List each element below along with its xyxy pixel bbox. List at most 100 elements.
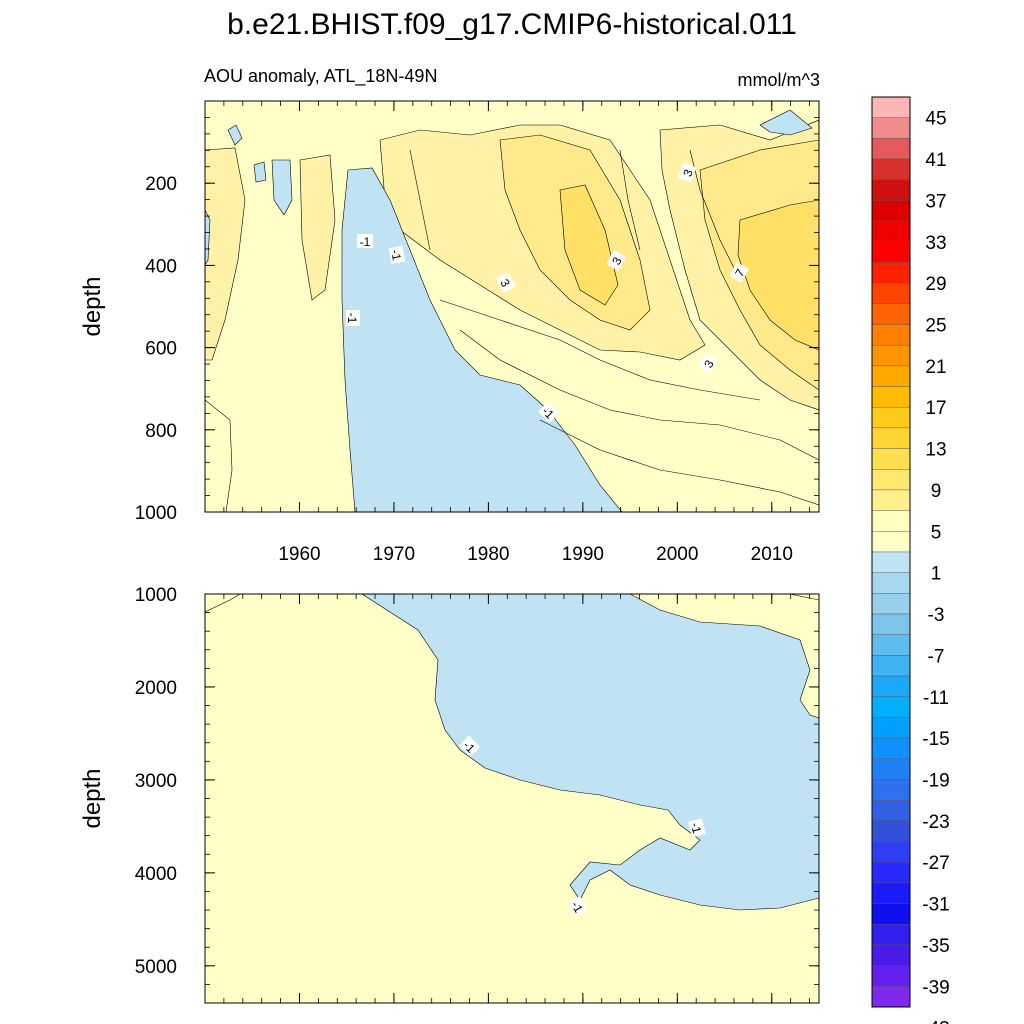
colorbar-box [871, 862, 911, 884]
colorbar-box [871, 737, 911, 760]
contour-line [539, 419, 819, 506]
colorbar-label: 1 [931, 564, 942, 585]
colorbar-frame [871, 96, 911, 1008]
colorbar-label: 29 [925, 274, 946, 295]
contour-label-box [567, 896, 588, 917]
colorbar-label: -7 [928, 646, 945, 667]
negative-1-region [227, 124, 243, 146]
contour-label-box [495, 272, 516, 293]
negative-1-region [205, 209, 211, 266]
y-tick-label: 2000 [135, 678, 177, 699]
colorbar-box [871, 324, 911, 346]
y-axis-label: depth [79, 768, 106, 828]
colorbar-label: -27 [922, 853, 949, 874]
colorbar-box [871, 96, 911, 118]
y-tick-label: 4000 [135, 864, 177, 885]
x-tick-label: 2000 [656, 544, 698, 565]
colorbar-box [871, 799, 911, 822]
colorbar-label: 33 [925, 233, 946, 254]
contour-label-box [688, 818, 706, 838]
contour-line [619, 149, 641, 251]
colorbar-box [871, 158, 911, 180]
colorbar-box [871, 820, 911, 842]
x-tick-label: 1980 [467, 544, 509, 565]
y-tick-label: 5000 [135, 957, 177, 978]
colorbar-box [871, 986, 911, 1008]
colorbar-box [871, 282, 911, 305]
colorbar-box [871, 510, 911, 532]
contour-label-text: -1 [388, 249, 404, 262]
contour-label: 7 [729, 262, 750, 283]
colorbar-box [871, 551, 911, 573]
chart-title: b.e21.BHIST.f09_g17.CMIP6-historical.011 [227, 8, 797, 41]
colorbar-box [871, 593, 911, 615]
colorbar-box [871, 717, 911, 739]
contour-label: -1 [538, 401, 560, 423]
negative-1-region [253, 161, 267, 183]
colorbar-box [871, 572, 911, 594]
colorbar-box [871, 427, 911, 449]
colorbar-box [871, 117, 911, 139]
contour-label: -1 [388, 245, 406, 264]
contour-line [789, 594, 819, 601]
colorbar-box [871, 531, 911, 553]
contour-label-text: -1 [688, 821, 704, 835]
contour-label-box [677, 162, 697, 183]
colorbar-box [871, 696, 911, 718]
contour-line [409, 149, 431, 251]
y-tick-label: 3000 [135, 771, 177, 792]
colorbar: 45 41 37 33 29 25 21 17 13 9 5 1 -3 -7 -11 -15 -19 -23 -27… [871, 96, 950, 1024]
contour-label: -1 [567, 896, 588, 917]
colorbar-label: -43 [922, 1019, 949, 1024]
colorbar-box [871, 138, 911, 160]
colorbar-box [871, 944, 911, 966]
colorbar-box [871, 655, 911, 677]
colorbar-box [871, 448, 911, 470]
colorbar-label: 21 [925, 357, 946, 378]
colorbar-label: -3 [928, 605, 945, 626]
colorbar-box [871, 365, 911, 387]
contour-label: -1 [688, 818, 706, 838]
colorbar-label: -19 [922, 771, 949, 792]
negative-1-region [271, 159, 293, 216]
colorbar-box [871, 407, 911, 429]
colorbar-box [871, 489, 911, 511]
colorbar-box [871, 924, 911, 946]
colorbar-label: -15 [922, 729, 949, 750]
x-tick-label: 2010 [751, 544, 793, 565]
colorbar-box [871, 841, 911, 863]
contour-label-text: 3 [680, 167, 696, 178]
colorbar-label: -31 [922, 895, 949, 916]
contour-label: 3 [606, 250, 627, 271]
lower-panel: -1 -1 -1 1000 2000 3000 4000 5000 depth [79, 585, 820, 1004]
contour-label: 3 [495, 272, 516, 293]
negative-1-region [759, 109, 813, 136]
colorbar-box [871, 220, 911, 242]
colorbar-label: 25 [925, 316, 946, 337]
x-tick-label: 1970 [373, 544, 415, 565]
colorbar-box [871, 675, 911, 697]
units-label: mmol/m^3 [738, 70, 820, 90]
contour-label-box [729, 262, 750, 283]
colorbar-label: -23 [922, 812, 949, 833]
contour-label: 3 [698, 353, 719, 374]
contour-line [459, 329, 819, 461]
colorbar-box [871, 200, 911, 222]
colorbar-label: 37 [925, 191, 946, 212]
contour-label-box [606, 250, 627, 271]
x-tick-label: 1990 [562, 544, 604, 565]
positive-3-region [299, 154, 336, 301]
y-tick-label: 400 [145, 256, 177, 277]
upper-frame [204, 100, 820, 513]
colorbar-box [871, 634, 911, 656]
positive-3-region [205, 147, 246, 361]
colorbar-label: 13 [925, 440, 946, 461]
colorbar-box [871, 965, 911, 987]
colorbar-label: 17 [925, 398, 946, 419]
colorbar-box [871, 469, 911, 491]
colorbar-label: -11 [923, 688, 949, 709]
contour-line [439, 299, 761, 401]
colorbar-label: 41 [925, 150, 946, 171]
contour-label: -1 [459, 735, 481, 757]
